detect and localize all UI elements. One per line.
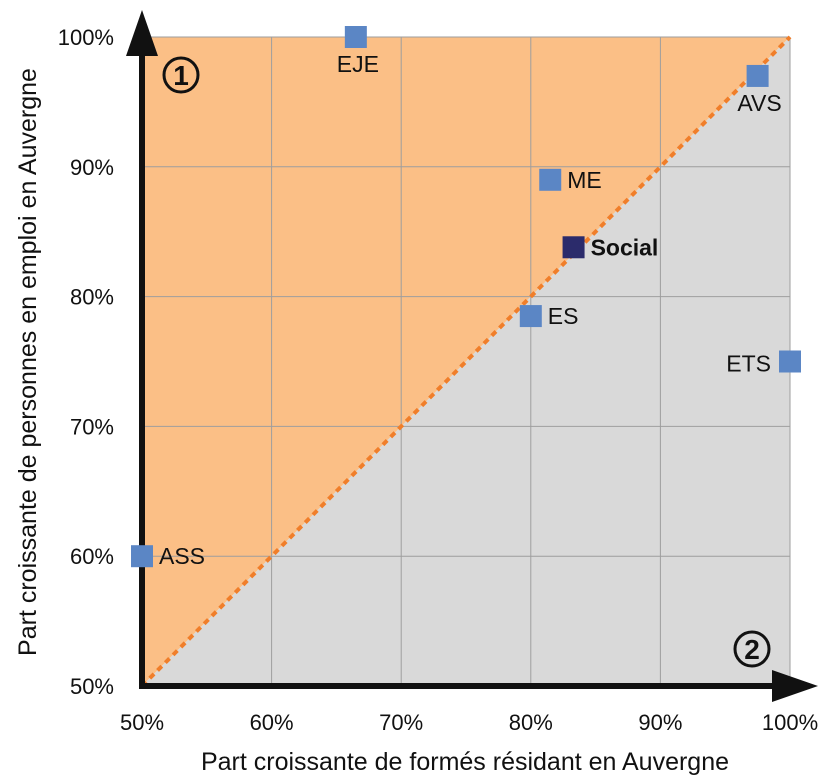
data-label-avs: AVS (737, 90, 781, 116)
x-axis-arrow-icon (772, 670, 818, 702)
y-tick-labels: 50% 60% 70% 80% 90% 100% (58, 25, 114, 699)
data-label-ass: ASS (159, 543, 205, 569)
y-axis-title: Part croissante de personnes en emploi e… (14, 68, 42, 656)
region-marker-2: 2 (733, 630, 771, 668)
region-marker-1: 1 (162, 56, 200, 94)
region-marker-1-text: 1 (173, 60, 189, 91)
data-point-ets (779, 350, 801, 373)
grid-lines (142, 36, 791, 686)
data-label-ets: ETS (726, 351, 771, 377)
y-tick-label: 80% (70, 285, 114, 310)
data-point-avs (746, 64, 769, 87)
data-point-me (539, 168, 562, 191)
data-point-es (519, 305, 542, 328)
x-tick-labels: 50% 60% 70% 80% 90% 100% (120, 710, 818, 735)
x-axis-title: Part croissante de formés résidant en Au… (201, 748, 729, 776)
x-tick-label: 80% (509, 710, 553, 735)
y-tick-label: 50% (70, 674, 114, 699)
data-label-social: Social (591, 234, 659, 260)
x-tick-label: 70% (379, 710, 423, 735)
data-point-eje (344, 26, 367, 48)
y-tick-label: 70% (70, 414, 114, 439)
data-points: EJE AVS ME Social ES ETS ASS (131, 26, 801, 569)
data-label-es: ES (548, 303, 579, 329)
y-tick-label: 100% (58, 25, 114, 50)
y-tick-label: 60% (70, 544, 114, 569)
data-point-social (562, 236, 585, 259)
data-label-eje: EJE (337, 51, 379, 77)
diagonal-line (140, 35, 792, 688)
x-tick-label: 50% (120, 710, 164, 735)
data-point-ass (131, 545, 153, 568)
x-tick-label: 60% (250, 710, 294, 735)
data-label-me: ME (567, 167, 602, 193)
y-axis-arrow-icon (126, 10, 158, 56)
region-marker-2-text: 2 (744, 634, 760, 665)
x-tick-label: 100% (762, 710, 818, 735)
y-tick-label: 90% (70, 155, 114, 180)
x-tick-label: 90% (638, 710, 682, 735)
